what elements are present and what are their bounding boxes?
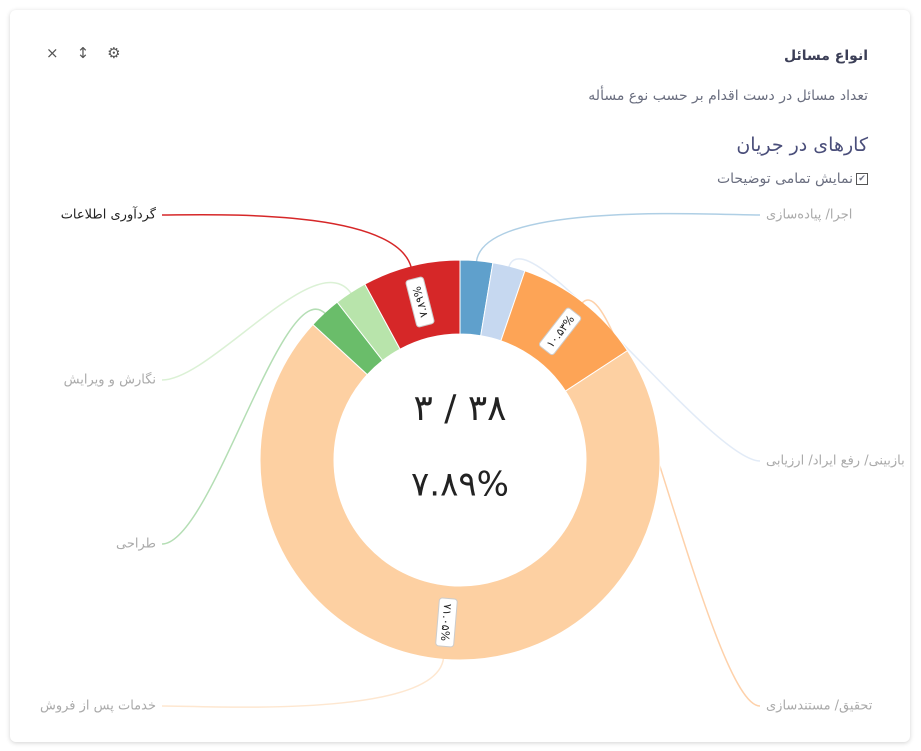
value-label-box — [435, 597, 458, 648]
toggle-label: نمایش تمامی توضیحات — [716, 171, 853, 187]
checkbox[interactable]: ✔ — [856, 173, 868, 185]
legend-label: طراحی — [116, 537, 156, 552]
leader-line — [161, 308, 327, 545]
settings-button[interactable]: ⚙ — [107, 44, 121, 62]
value-label-box — [538, 307, 582, 356]
widget-title: انواع مسائل — [784, 48, 868, 64]
legend-label: بازبینی/ رفع ایراد/ ارزیابی — [766, 454, 905, 469]
legend-label: گردآوری اطلاعات — [61, 206, 157, 223]
legend-label: نگارش و ویرایش — [64, 372, 156, 388]
resize-button[interactable]: ↕ — [76, 44, 90, 62]
leader-line — [161, 657, 445, 708]
chart-title: کارهای در جریان — [736, 134, 868, 156]
leader-line — [161, 214, 413, 269]
leader-line — [581, 299, 761, 707]
toggle[interactable]: ✔نمایش تمامی توضیحات — [717, 171, 868, 187]
center-percent: ۷.۸۹% — [411, 465, 509, 505]
value-label: ۷۱.۰۵% — [438, 603, 454, 642]
legend-label: تحقیق/ مستندسازی — [766, 699, 873, 714]
center-value: ۳ / ۳۸ — [413, 388, 506, 429]
legend-label: اجرا/ پیاده‌سازی — [766, 208, 852, 223]
widget-subtitle: تعداد مسائل در دست اقدام بر حسب نوع مسأل… — [588, 88, 868, 104]
toolbar: × ↕ ⚙ — [46, 44, 139, 62]
leader-line — [475, 212, 761, 263]
value-label-group: ۷.۸۹% — [405, 276, 435, 328]
close-button[interactable]: × — [46, 44, 59, 62]
leader-line — [161, 281, 353, 381]
legend-label: خدمات پس از فروش — [40, 699, 156, 714]
value-label-group: ۷۱.۰۵% — [435, 597, 458, 648]
value-label-box — [405, 276, 435, 328]
segment — [259, 323, 661, 661]
